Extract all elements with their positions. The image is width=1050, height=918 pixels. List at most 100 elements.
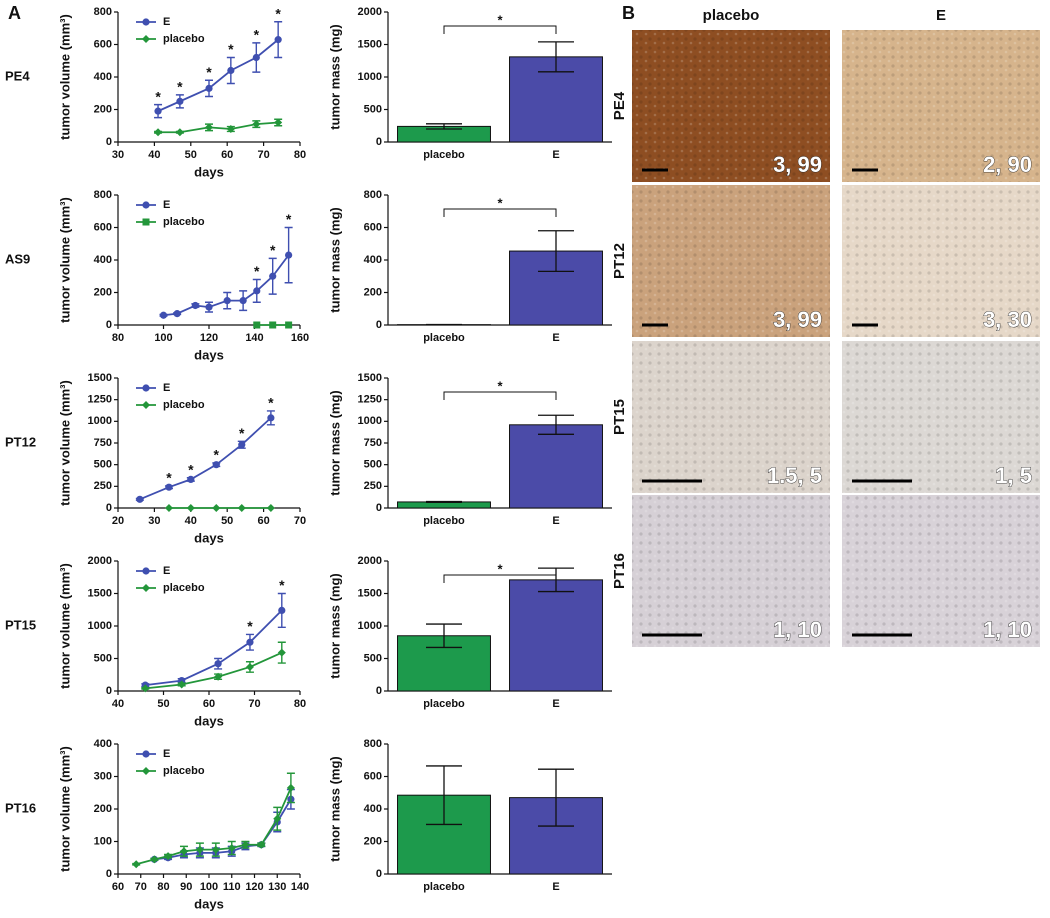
error-bar — [538, 41, 574, 73]
marker — [187, 475, 195, 483]
column-header: E — [936, 7, 946, 24]
marker — [142, 584, 150, 592]
significance-label: * — [497, 378, 503, 393]
score: 1, 5 — [995, 463, 1032, 488]
annotation: * — [177, 79, 183, 95]
x-tick-label: 60 — [112, 881, 124, 893]
y-tick-label: 800 — [364, 189, 382, 201]
y-tick-label: 100 — [94, 835, 112, 847]
y-tick-label: 0 — [376, 685, 382, 697]
error-bar — [538, 230, 574, 273]
x-tick-label: 100 — [200, 881, 218, 893]
y-tick-label: 0 — [376, 136, 382, 148]
legend-label: E — [163, 748, 170, 760]
y-tick-label: 1250 — [358, 394, 382, 406]
significance-label: * — [497, 195, 503, 210]
marker — [159, 311, 168, 319]
marker — [175, 128, 184, 137]
y-tick-label: 500 — [364, 103, 382, 115]
x-tick-label: 30 — [112, 149, 124, 161]
row-label: PT16 — [5, 800, 36, 815]
marker — [142, 401, 150, 409]
marker — [186, 504, 195, 512]
y-tick-label: 400 — [94, 738, 112, 750]
annotation: * — [254, 27, 260, 43]
row-label: PT15 — [5, 617, 36, 632]
y-tick-label: 200 — [94, 803, 112, 815]
marker — [142, 567, 150, 575]
legend-label: placebo — [163, 582, 205, 594]
legend-label: placebo — [163, 33, 205, 45]
x-tick-label: 50 — [221, 515, 233, 527]
x-tick-label: 20 — [112, 515, 124, 527]
y-tick-label: 0 — [376, 319, 382, 331]
row-label: PT15 — [611, 399, 628, 435]
marker — [173, 310, 181, 318]
x-tick-label: 140 — [245, 332, 263, 344]
marker — [154, 107, 162, 115]
score: 3, 99 — [773, 307, 822, 332]
y-tick-label: 1500 — [358, 38, 382, 50]
marker — [285, 321, 293, 329]
bar — [509, 424, 603, 509]
y-tick-label: 0 — [106, 502, 112, 514]
marker — [150, 855, 159, 864]
score: 1, 10 — [773, 617, 822, 642]
x-tick-label: 110 — [223, 881, 241, 893]
score: 3, 99 — [773, 152, 822, 177]
y-tick-label: 750 — [364, 437, 382, 449]
bar — [509, 579, 603, 692]
y-tick-label: 1500 — [358, 372, 382, 384]
y-tick-label: 0 — [106, 685, 112, 697]
marker — [142, 384, 150, 392]
x-tick-label: placebo — [423, 332, 465, 344]
y-tick-label: 1000 — [88, 620, 112, 632]
y-axis-label: tumor mass (mg) — [327, 756, 342, 861]
x-tick-label: 50 — [157, 698, 169, 710]
marker — [238, 441, 246, 449]
x-tick-label: 70 — [135, 881, 147, 893]
marker — [277, 648, 286, 657]
significance-bracket — [443, 208, 557, 217]
row-label: PT12 — [5, 434, 36, 449]
x-tick-label: E — [552, 881, 559, 893]
marker — [142, 18, 150, 26]
row-label: PE4 — [5, 68, 30, 83]
x-tick-label: 140 — [291, 881, 309, 893]
y-tick-label: 200 — [94, 286, 112, 298]
y-tick-label: 0 — [376, 502, 382, 514]
x-axis-label: days — [194, 347, 224, 362]
micrograph-texture — [842, 185, 1040, 337]
marker — [205, 303, 213, 311]
legend-label: E — [163, 16, 170, 28]
y-tick-label: 500 — [94, 459, 112, 471]
x-tick-label: 120 — [200, 332, 218, 344]
row-label: AS9 — [5, 251, 30, 266]
micrograph-texture — [632, 341, 830, 493]
micrograph-texture — [632, 185, 830, 337]
marker — [245, 662, 254, 671]
x-tick-label: 90 — [180, 881, 192, 893]
legend-label: placebo — [163, 765, 205, 777]
x-tick-label: E — [552, 515, 559, 527]
x-axis-label: days — [194, 713, 224, 728]
y-axis-label: tumor volume (mm³) — [57, 563, 72, 689]
y-axis-label: tumor volume (mm³) — [57, 197, 72, 323]
y-axis-label: tumor mass (mg) — [327, 207, 342, 312]
marker — [214, 660, 222, 668]
y-tick-label: 800 — [94, 6, 112, 18]
y-axis-label: tumor volume (mm³) — [57, 380, 72, 506]
series-line — [139, 417, 272, 501]
marker — [269, 272, 277, 280]
y-tick-label: 200 — [364, 835, 382, 847]
x-tick-label: 120 — [245, 881, 263, 893]
x-tick-label: placebo — [423, 881, 465, 893]
marker — [257, 840, 266, 849]
marker — [191, 301, 199, 310]
row-label: PE4 — [611, 91, 628, 120]
error-bar — [426, 500, 462, 504]
marker — [285, 251, 293, 259]
marker — [274, 118, 283, 127]
marker — [211, 845, 220, 854]
annotation: * — [286, 211, 292, 227]
